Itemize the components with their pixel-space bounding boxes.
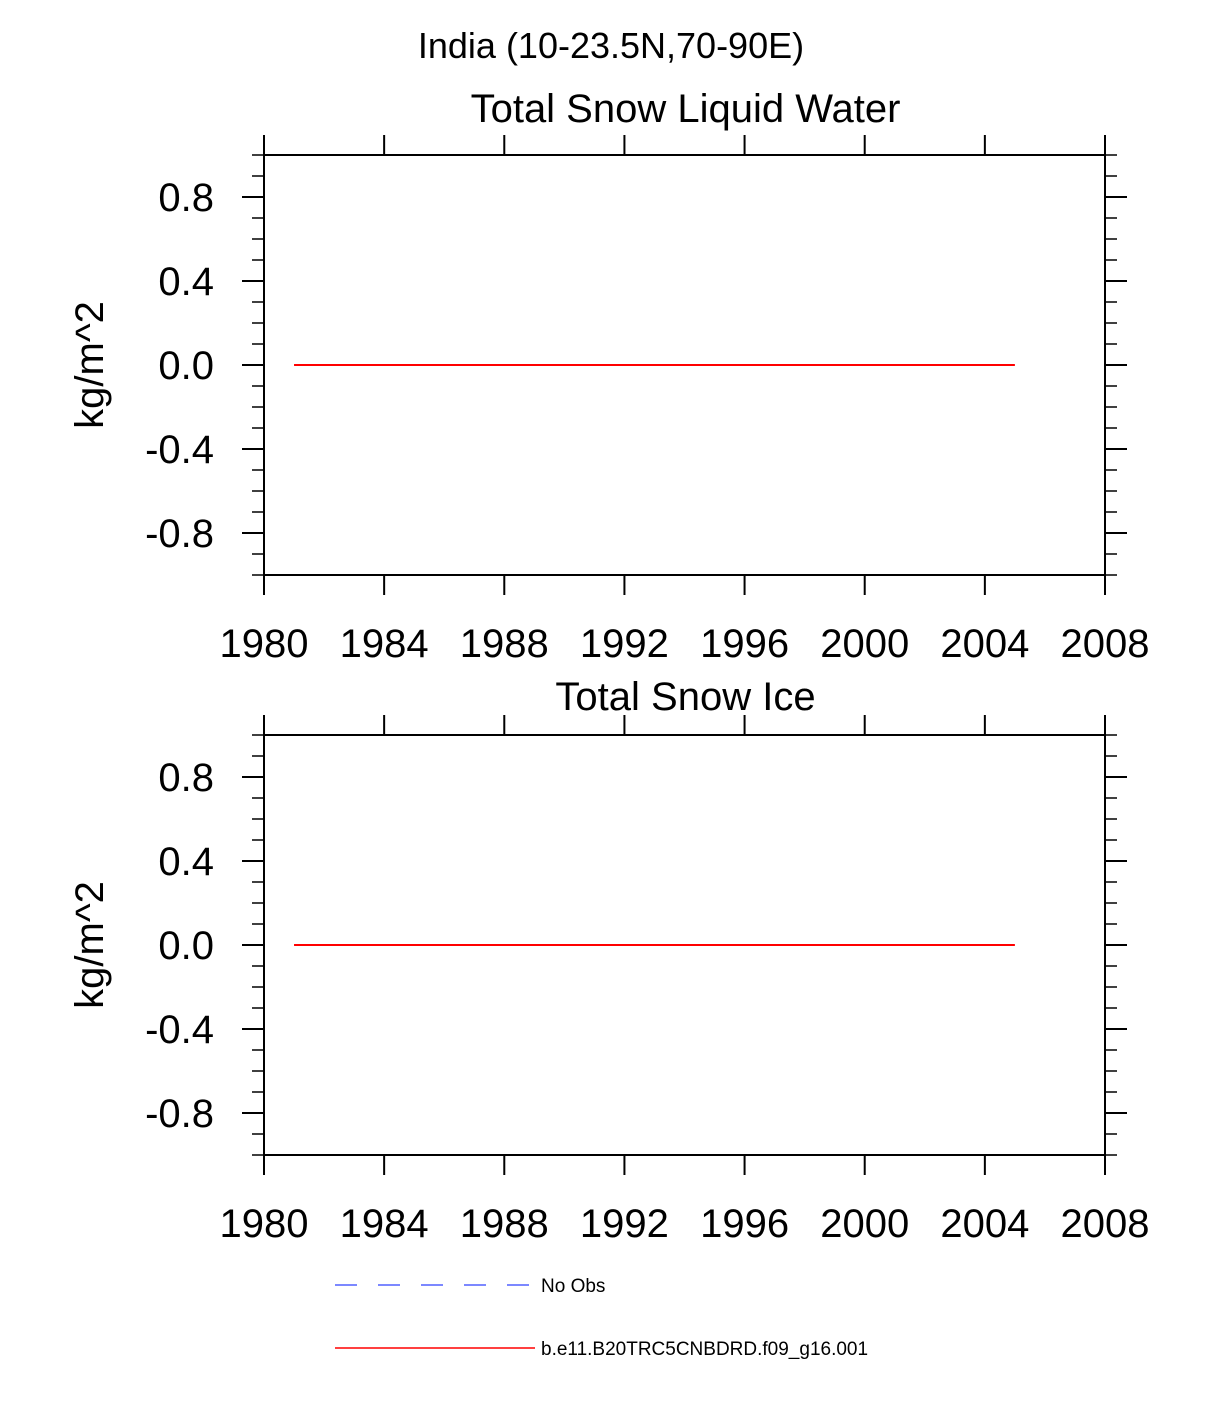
legend-entry: b.e11.B20TRC5CNBDRD.f09_g16.001 xyxy=(335,1339,868,1360)
chart-title: Total Snow Ice xyxy=(555,675,815,719)
x-tick-label: 1988 xyxy=(460,1202,549,1246)
legend: No Obs b.e11.B20TRC5CNBDRD.f09_g16.001 xyxy=(335,1276,868,1360)
y-tick-label: 0.4 xyxy=(158,260,214,304)
chart-panel-2: Total Snow Ice 1980 1984 1988 1992 1996 2000 20… xyxy=(68,675,1149,1246)
legend-entry: No Obs xyxy=(335,1276,605,1297)
y-axis-label: kg/m^2 xyxy=(68,881,112,1009)
y-tick-label: 0.8 xyxy=(158,756,214,800)
x-tick-label: 1992 xyxy=(580,622,669,666)
x-tick-label: 1984 xyxy=(340,622,429,666)
chart-panel-1: Total Snow Liquid Water 1980 1984 1988 1992 1… xyxy=(68,87,1149,666)
x-tick-label: 1996 xyxy=(700,622,789,666)
y-tick-label: 0.8 xyxy=(158,176,214,220)
y-tick-label: 0.4 xyxy=(158,840,214,884)
x-tick-label: 2004 xyxy=(940,622,1029,666)
x-tick-label: 1980 xyxy=(220,1202,309,1246)
x-tick-label: 2004 xyxy=(940,1202,1029,1246)
x-tick-label: 2000 xyxy=(820,622,909,666)
x-tick-label: 2008 xyxy=(1061,1202,1150,1246)
y-axis-label: kg/m^2 xyxy=(68,301,112,429)
chart-panels: Total Snow Liquid Water 1980 1984 1988 1992 1… xyxy=(68,87,1149,1246)
y-tick-label: -0.4 xyxy=(145,1008,214,1052)
chart-title: Total Snow Liquid Water xyxy=(471,87,901,131)
x-tick-label: 1980 xyxy=(220,622,309,666)
y-tick-label: 0.0 xyxy=(158,344,214,388)
x-tick-label: 1988 xyxy=(460,622,549,666)
x-tick-label: 2000 xyxy=(820,1202,909,1246)
x-tick-label: 1996 xyxy=(700,1202,789,1246)
legend-label: b.e11.B20TRC5CNBDRD.f09_g16.001 xyxy=(541,1339,868,1360)
y-tick-label: -0.8 xyxy=(145,1092,214,1136)
y-tick-label: 0.0 xyxy=(158,924,214,968)
x-tick-label: 2008 xyxy=(1061,622,1150,666)
legend-label: No Obs xyxy=(541,1276,605,1297)
figure-suptitle: India (10-23.5N,70-90E) xyxy=(418,25,804,66)
x-tick-label: 1992 xyxy=(580,1202,669,1246)
x-tick-label: 1984 xyxy=(340,1202,429,1246)
y-tick-label: -0.4 xyxy=(145,428,214,472)
y-tick-label: -0.8 xyxy=(145,512,214,556)
